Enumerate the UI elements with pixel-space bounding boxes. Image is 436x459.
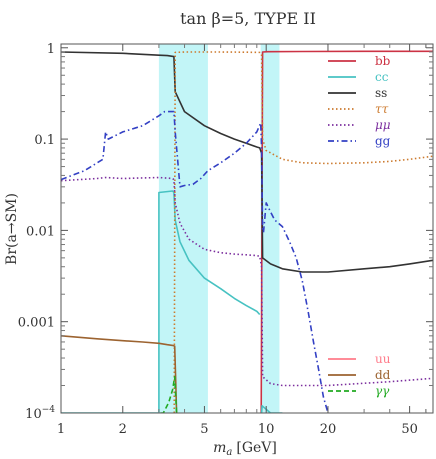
- shaded-band-2: [260, 44, 280, 413]
- legend-top-label-2: cc: [375, 70, 389, 84]
- x-tick-label-5: 20: [320, 422, 337, 437]
- y-tick-label-4: 0.1: [34, 133, 55, 148]
- legend-bottom-label-2: dd: [375, 368, 391, 382]
- series-line-cc-1: [61, 190, 261, 413]
- series-line-ss: [61, 51, 433, 273]
- x-axis-label: ma [GeV]: [213, 440, 277, 458]
- legend-top-label-4: ττ: [375, 102, 389, 116]
- y-tick-labels: 10−4 0.001 0.01 0.1 1: [18, 42, 55, 422]
- series-line-gg: [61, 110, 329, 413]
- axis-ticks: [60, 44, 433, 414]
- chart-title: tan β=5, TYPE II: [180, 9, 316, 28]
- shaded-bands: [158, 44, 280, 413]
- series-lines: [61, 50, 433, 413]
- series-line-: [61, 176, 433, 387]
- y-axis-label: Br(a→SM): [4, 193, 20, 265]
- x-tick-label-6: 50: [401, 422, 418, 437]
- legend-top-label-1: bb: [375, 54, 391, 68]
- x-tick-label-2: 2: [119, 422, 127, 437]
- x-tick-label-3: 5: [200, 422, 208, 437]
- legend-bottom: uu dd γγ: [328, 352, 391, 398]
- legend-bottom-label-1: uu: [375, 352, 391, 366]
- y-tick-label-2: 0.001: [18, 316, 55, 331]
- x-tick-label-4: 10: [258, 422, 275, 437]
- legend-top-label-6: gg: [375, 134, 391, 148]
- legend-top-label-3: ss: [375, 86, 387, 100]
- legend-top: bb cc ss ττ μμ gg: [328, 54, 391, 148]
- x-tick-label-1: 1: [57, 422, 65, 437]
- legend-top-label-5: μμ: [375, 118, 391, 132]
- plot-frame: [60, 43, 434, 414]
- legend-bottom-label-3: γγ: [375, 384, 390, 398]
- series-line-cc-2: [260, 405, 283, 413]
- y-tick-label-3: 0.01: [26, 224, 55, 239]
- series-line-: [173, 51, 433, 413]
- y-tick-label-1: 10−4: [25, 405, 55, 422]
- series-line-: [160, 375, 178, 413]
- series-line-dd: [61, 335, 178, 413]
- series-line-bb: [260, 50, 433, 413]
- shaded-band-1: [158, 44, 208, 413]
- y-tick-label-5: 1: [47, 42, 55, 57]
- x-tick-labels: 1 2 5 10 20 50: [57, 422, 418, 437]
